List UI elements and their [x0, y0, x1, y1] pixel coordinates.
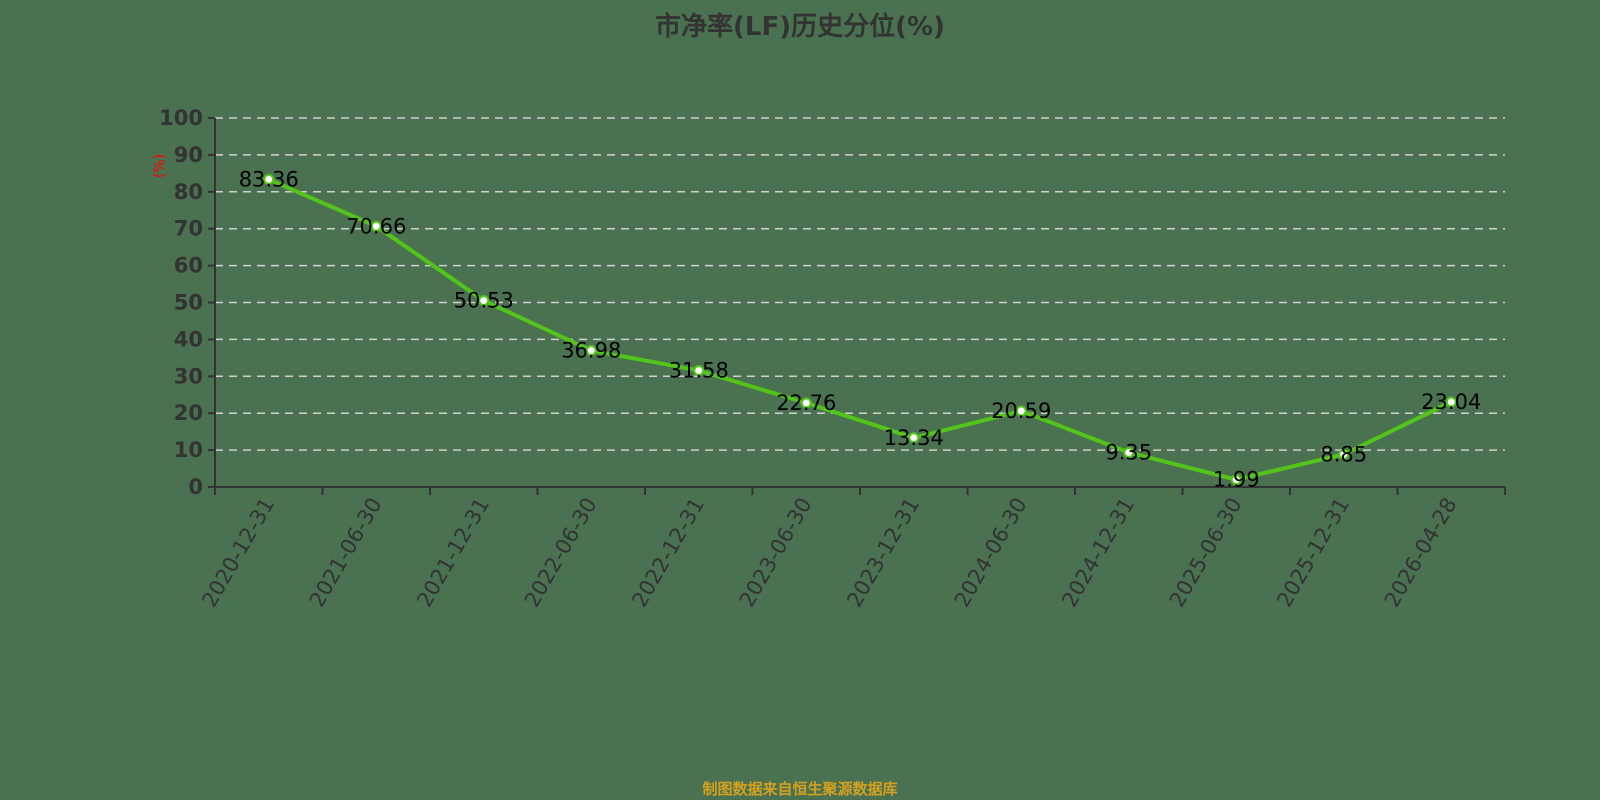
data-label: 23.04	[1421, 390, 1481, 414]
data-point	[1015, 405, 1027, 417]
x-tick-label: 2022-06-30	[520, 494, 602, 612]
y-tick-label: 70	[174, 217, 203, 241]
chart-title: 市净率(LF)历史分位(%)	[655, 12, 945, 42]
y-tick-label: 80	[174, 180, 203, 204]
series-line	[267, 177, 1453, 482]
y-tick-label: 60	[174, 254, 203, 278]
y-tick-label: 30	[174, 364, 203, 388]
x-axis-ticks: 2020-12-31 2021-06-30 2021-12-31 2022-06-30…	[197, 487, 1506, 612]
y-tick-label: 20	[174, 401, 203, 425]
x-tick-label: 2025-06-30	[1165, 494, 1247, 612]
data-label: 83.36	[239, 167, 299, 191]
x-tick-label: 2022-12-31	[627, 494, 709, 612]
data-label: 1.99	[1213, 468, 1260, 492]
x-tick-label: 2020-12-31	[197, 494, 279, 612]
data-point	[800, 397, 812, 409]
data-point	[1445, 396, 1457, 408]
x-tick-label: 2021-06-30	[305, 494, 387, 612]
x-tick-label: 2023-12-31	[842, 494, 924, 612]
data-label: 20.59	[991, 399, 1051, 423]
data-label: 31.58	[669, 358, 729, 382]
x-tick-label: 2024-12-31	[1057, 494, 1139, 612]
data-point	[908, 432, 920, 444]
source-note: 制图数据来自恒生聚源数据库	[702, 780, 898, 798]
x-tick-label: 2023-06-30	[735, 494, 817, 612]
data-label: 13.34	[884, 426, 944, 450]
x-tick-label: 2024-06-30	[950, 494, 1032, 612]
y-tick-label: 10	[174, 438, 203, 462]
y-tick-label: 90	[174, 143, 203, 167]
data-point	[1338, 448, 1350, 460]
gridlines	[215, 117, 1505, 451]
data-label: 9.35	[1105, 440, 1152, 464]
y-tick-label: 40	[174, 327, 203, 351]
data-point	[585, 345, 597, 357]
y-tick-label: 50	[174, 291, 203, 315]
y-tick-label: 100	[159, 106, 203, 130]
x-tick-label: 2026-04-28	[1380, 494, 1462, 612]
data-label: 70.66	[346, 214, 406, 238]
axes	[214, 118, 1505, 493]
data-label: 50.53	[454, 289, 514, 313]
data-point	[478, 295, 490, 307]
data-point	[1123, 446, 1135, 458]
data-point	[693, 364, 705, 376]
data-label: 22.76	[776, 391, 836, 415]
data-label: 36.98	[561, 339, 621, 363]
x-tick-label: 2025-12-31	[1272, 494, 1354, 612]
data-point	[370, 220, 382, 232]
data-series	[263, 173, 1457, 486]
data-labels: 83.36 70.66 50.53 36.98 31.58 22.76 13.34 20.59…	[239, 167, 1482, 491]
x-tick-label: 2021-12-31	[412, 494, 494, 612]
y-tick-label: 0	[188, 475, 203, 499]
data-point	[1230, 474, 1242, 486]
y-axis-ticks: 0 10 20 30 40 50 60 70 80 90 100	[159, 106, 215, 499]
data-label: 8.85	[1320, 442, 1367, 466]
data-point	[263, 173, 275, 185]
